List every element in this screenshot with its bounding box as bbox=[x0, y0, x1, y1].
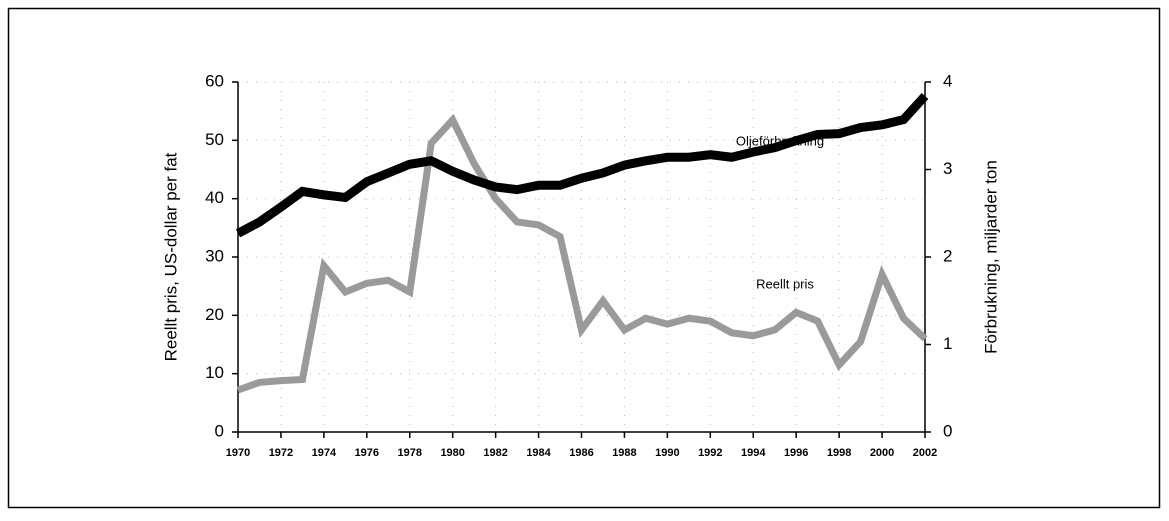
y2-tick-label: 3 bbox=[943, 159, 952, 178]
x-tick-label: 1996 bbox=[784, 447, 808, 459]
x-tick-label: 1992 bbox=[698, 447, 722, 459]
x-tick-label: 2000 bbox=[870, 447, 894, 459]
y2-tick-label: 4 bbox=[943, 71, 952, 90]
y-tick-label: 20 bbox=[205, 305, 224, 324]
y-tick-label: 10 bbox=[205, 363, 224, 382]
x-tick-label: 1976 bbox=[355, 447, 379, 459]
y2-axis-label: Förbrukning, miljarder ton bbox=[981, 160, 1000, 354]
x-tick-label: 1978 bbox=[398, 447, 422, 459]
x-tick-label: 1982 bbox=[483, 447, 507, 459]
data-line bbox=[236, 113, 928, 394]
x-tick-label: 1970 bbox=[226, 447, 250, 459]
y-tick-label: 50 bbox=[205, 130, 224, 149]
x-tick-label: 1994 bbox=[741, 447, 766, 459]
y-tick-label: 40 bbox=[205, 188, 224, 207]
y-tick-label: 30 bbox=[205, 246, 224, 265]
x-tick-label: 1990 bbox=[655, 447, 679, 459]
y2-tick-label: 2 bbox=[943, 246, 952, 265]
series-label: Oljeförbrukning bbox=[736, 133, 824, 148]
y2-tick-label: 1 bbox=[943, 334, 952, 353]
x-tick-label: 1998 bbox=[827, 447, 851, 459]
y2-tick-label: 0 bbox=[943, 421, 952, 440]
y-tick-label: 60 bbox=[205, 71, 224, 90]
x-tick-label: 1972 bbox=[269, 447, 293, 459]
series-label: Reellt pris bbox=[756, 276, 814, 291]
data-line bbox=[235, 92, 929, 238]
x-tick-label: 1984 bbox=[526, 447, 551, 459]
y-axis-label: Reellt pris, US-dollar per fat bbox=[161, 152, 180, 361]
x-tick-label: 1986 bbox=[569, 447, 593, 459]
x-tick-label: 2002 bbox=[913, 447, 937, 459]
y-tick-label: 0 bbox=[215, 421, 224, 440]
frame bbox=[7, 7, 1161, 509]
x-tick-label: 1974 bbox=[312, 447, 337, 459]
x-tick-label: 1988 bbox=[612, 447, 636, 459]
x-tick-label: 1980 bbox=[440, 447, 464, 459]
